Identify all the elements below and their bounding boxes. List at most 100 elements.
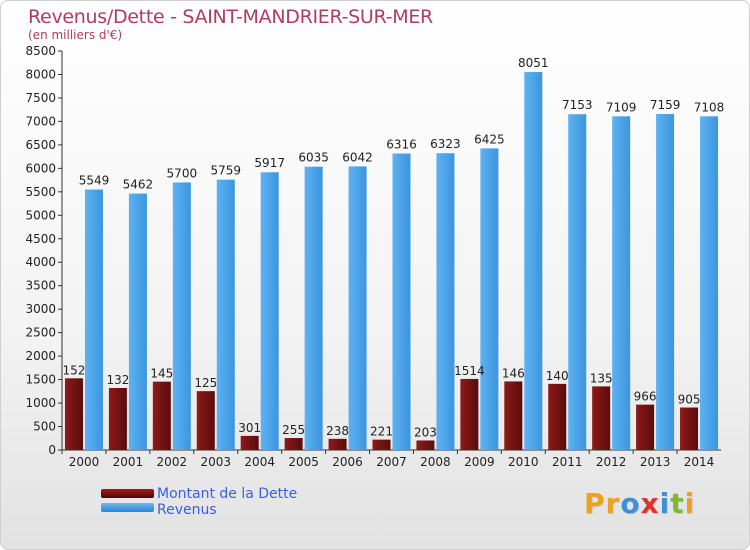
value-label-revenus: 7108 — [694, 100, 725, 114]
x-tick-label: 2010 — [508, 455, 539, 469]
bar-revenus — [216, 179, 235, 450]
logo-letter: P — [584, 487, 606, 520]
value-label-revenus: 5917 — [254, 156, 285, 170]
bar-dette — [284, 438, 303, 450]
x-tick-label: 2006 — [332, 455, 363, 469]
x-tick-label: 2002 — [157, 455, 188, 469]
bar-revenus — [436, 153, 455, 450]
bar-dette — [240, 435, 259, 450]
x-tick-label: 2005 — [288, 455, 319, 469]
bar-revenus — [260, 172, 279, 450]
legend-label-dette: Montant de la Dette — [157, 486, 298, 502]
bar-dette — [152, 381, 171, 450]
value-label-dette: 125 — [194, 376, 217, 390]
bar-revenus — [304, 166, 323, 450]
bar-chart: 0 500 1000 1500 2000 2500 3000 3500 4000 4500 5000… — [25, 44, 725, 469]
value-label-revenus: 7109 — [606, 100, 637, 114]
chart-title: Revenus/Dette - SAINT-MANDRIER-SUR-MER — [28, 6, 433, 28]
bar-dette — [372, 439, 391, 450]
proxiti-logo: Proxiti — [584, 487, 695, 520]
value-label-revenus: 6316 — [386, 138, 417, 152]
bar-dette — [680, 407, 699, 450]
bar-dette — [416, 440, 435, 450]
bar-revenus — [84, 189, 103, 450]
value-label-revenus: 8051 — [518, 56, 549, 70]
value-label-dette: 238 — [326, 424, 349, 438]
value-label-dette: 301 — [238, 421, 261, 435]
bar-revenus — [172, 182, 191, 450]
value-label-revenus: 5700 — [167, 166, 198, 180]
x-tick-label: 2004 — [244, 455, 275, 469]
y-tick-label: 4000 — [25, 255, 56, 269]
value-label-revenus: 5462 — [123, 178, 154, 192]
logo-letter: x — [640, 487, 660, 520]
x-tick-label: 2000 — [69, 455, 100, 469]
value-label-revenus: 7153 — [562, 98, 593, 112]
logo-letter: t — [670, 487, 685, 520]
value-label-dette: 135 — [590, 371, 613, 385]
bar-revenus — [612, 116, 631, 451]
y-tick-label: 8500 — [25, 44, 56, 58]
y-tick-label: 2500 — [25, 326, 56, 340]
value-label-dette: 221 — [370, 425, 393, 439]
y-tick-label: 1000 — [25, 396, 56, 410]
legend-swatch-dette — [101, 489, 154, 498]
y-tick-label: 8000 — [25, 67, 56, 81]
y-tick-label: 5000 — [25, 208, 56, 222]
axes: 0 500 1000 1500 2000 2500 3000 3500 4000 4500 5000… — [25, 44, 721, 469]
bar-dette — [592, 386, 611, 450]
bar-revenus — [480, 148, 499, 450]
x-tick-label: 2008 — [420, 455, 451, 469]
y-tick-label: 3500 — [25, 279, 56, 293]
y-tick-label: 7500 — [25, 91, 56, 105]
legend-label-revenus: Revenus — [157, 502, 217, 518]
bars — [64, 72, 719, 451]
logo-letter: i — [684, 487, 696, 520]
bar-dette — [64, 378, 83, 450]
bar-revenus — [656, 113, 675, 450]
y-tick-label: 2000 — [25, 349, 56, 363]
x-tick-label: 2003 — [200, 455, 231, 469]
bar-dette — [196, 391, 215, 450]
y-tick-label: 0 — [48, 443, 56, 457]
x-tick-label: 2012 — [596, 455, 627, 469]
bar-dette — [460, 378, 479, 450]
value-labels: 152 5549 132 5462 145 5700 125 5759 301 5917 255 60… — [63, 56, 725, 439]
value-label-revenus: 6323 — [430, 137, 461, 151]
x-tick-label: 2013 — [640, 455, 671, 469]
x-tick-label: 2014 — [684, 455, 715, 469]
value-label-dette: 966 — [634, 390, 657, 404]
y-tick-label: 4500 — [25, 232, 56, 246]
y-tick-label: 500 — [33, 420, 56, 434]
value-label-dette: 145 — [150, 367, 173, 381]
bar-revenus — [568, 114, 587, 450]
bar-revenus — [700, 116, 719, 451]
value-label-revenus: 6042 — [342, 150, 373, 164]
y-tick-label: 1500 — [25, 373, 56, 387]
value-label-dette: 905 — [678, 393, 701, 407]
y-tick-label: 3000 — [25, 302, 56, 316]
value-label-revenus: 6035 — [298, 151, 329, 165]
legend-swatch-revenus — [101, 503, 154, 512]
value-label-dette: 152 — [63, 363, 86, 377]
value-label-revenus: 5759 — [210, 164, 241, 178]
value-label-dette: 255 — [282, 423, 305, 437]
logo-letter: i — [659, 487, 671, 520]
chart-subtitle: (en milliers d'€) — [28, 28, 123, 42]
x-tick-label: 2001 — [113, 455, 144, 469]
value-label-revenus: 6425 — [474, 132, 505, 146]
x-tick-label: 2009 — [464, 455, 495, 469]
bar-dette — [636, 404, 655, 450]
logo-letter: r — [605, 487, 621, 520]
value-label-revenus: 5549 — [79, 174, 110, 188]
y-tick-label: 6500 — [25, 138, 56, 152]
y-tick-label: 6000 — [25, 161, 56, 175]
bar-dette — [548, 383, 567, 450]
bar-revenus — [128, 193, 147, 450]
bar-revenus — [524, 72, 543, 450]
y-tick-label: 5500 — [25, 185, 56, 199]
bar-dette — [328, 438, 347, 450]
value-label-dette: 1514 — [454, 364, 485, 378]
bar-revenus — [392, 153, 411, 450]
